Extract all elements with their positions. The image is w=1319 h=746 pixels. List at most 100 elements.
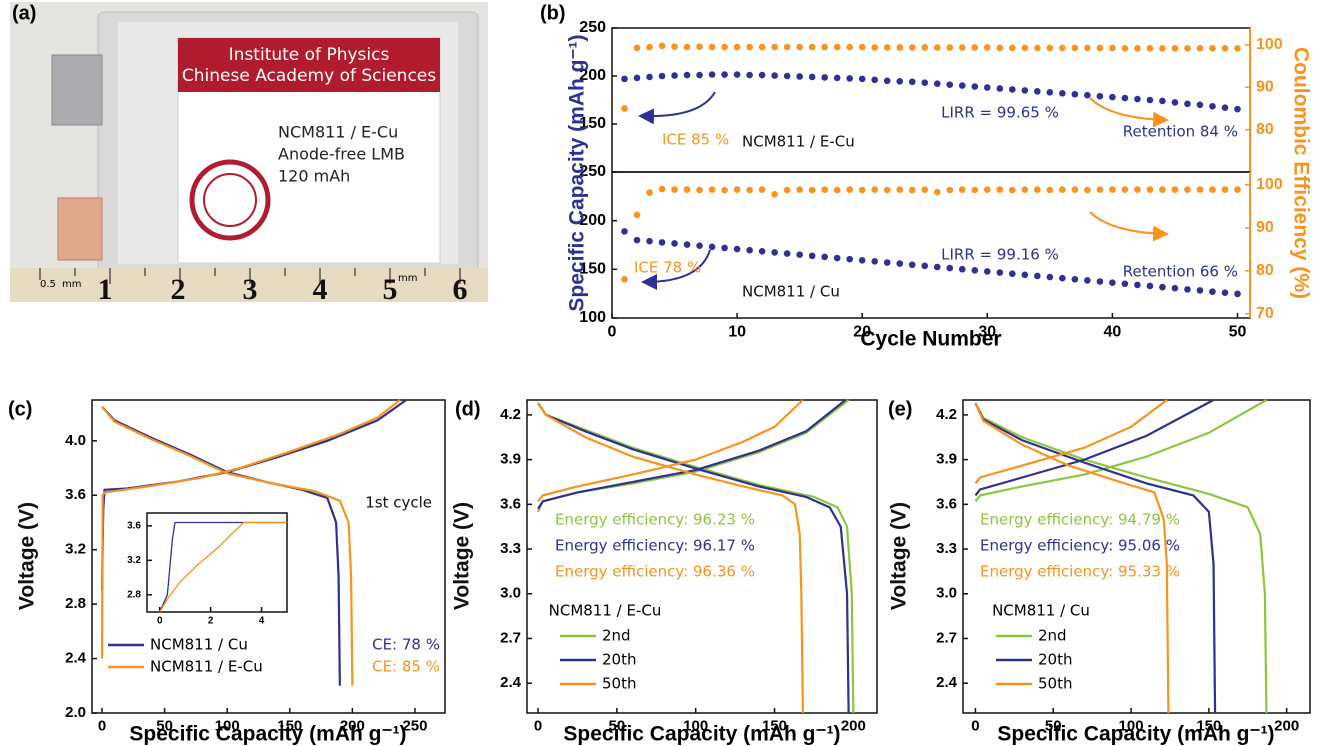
y2-tick-label: 100	[1256, 36, 1283, 53]
data-point	[734, 186, 741, 193]
data-point	[859, 257, 866, 264]
x-tick-label: 200	[841, 717, 866, 734]
data-point	[646, 74, 653, 81]
data-point	[809, 187, 816, 194]
data-point	[1009, 45, 1016, 52]
data-point	[934, 189, 941, 196]
plot-frame	[963, 400, 1310, 713]
data-point	[1097, 186, 1104, 193]
data-point	[709, 186, 716, 193]
data-point	[834, 255, 841, 262]
data-point	[1059, 186, 1066, 193]
y-tick-label: 3.0	[500, 585, 521, 602]
data-point	[1084, 45, 1091, 52]
data-point	[771, 249, 778, 256]
data-point	[884, 78, 891, 85]
x-tick-label: 50	[1229, 324, 1247, 341]
data-point	[784, 187, 791, 194]
figure: Institute of Physics Chinese Academy of …	[0, 0, 1319, 746]
data-point	[1197, 287, 1204, 294]
data-point	[821, 254, 828, 261]
data-point	[721, 71, 728, 78]
data-point	[997, 269, 1004, 276]
y-tick-label: 3.2	[127, 555, 141, 566]
data-point	[871, 44, 878, 51]
series-line	[975, 400, 1266, 713]
data-point	[709, 71, 716, 78]
data-point	[934, 80, 941, 87]
data-point	[1059, 45, 1066, 52]
data-point	[1022, 87, 1029, 94]
data-point	[1109, 279, 1116, 286]
legend-label: 2nd	[1038, 627, 1067, 645]
data-point	[821, 44, 828, 51]
legend-label: NCM811 / Cu	[150, 636, 248, 654]
ruler-number: 1	[98, 273, 113, 306]
x-tick-label: 40	[1103, 324, 1121, 341]
y-axis-title: Voltage (V)	[451, 502, 474, 610]
annotation: NCM811 / Cu	[742, 283, 840, 301]
data-point	[1184, 101, 1191, 108]
panel-label: (a)	[12, 2, 36, 24]
data-point	[997, 85, 1004, 92]
data-point	[1197, 186, 1204, 193]
data-point	[1134, 282, 1141, 289]
data-point	[746, 44, 753, 51]
data-point	[1234, 45, 1241, 52]
annotation: Energy efficiency: 94.79 %	[980, 511, 1180, 529]
data-point	[1109, 186, 1116, 193]
data-point	[1197, 102, 1204, 109]
data-point	[821, 74, 828, 81]
cell-line: 120 mAh	[278, 167, 350, 186]
data-point	[634, 75, 641, 82]
ruler-number: 2	[171, 273, 186, 306]
data-point	[1234, 291, 1241, 298]
data-point	[1059, 275, 1066, 282]
data-point	[1097, 93, 1104, 100]
annotation: LIRR = 99.65 %	[941, 104, 1059, 122]
data-point	[1084, 187, 1091, 194]
data-point	[971, 83, 978, 90]
data-point	[846, 75, 853, 82]
data-point	[771, 72, 778, 79]
data-point	[1034, 45, 1041, 52]
x-axis-title: Specific Capacity (mAh g⁻¹)	[563, 723, 840, 746]
data-point	[946, 81, 953, 88]
sticker-line: Institute of Physics	[229, 45, 390, 65]
data-point	[734, 246, 741, 253]
y-tick-label: 3.6	[936, 495, 957, 512]
x-tick-label: 0	[98, 717, 106, 734]
data-point	[1172, 99, 1179, 106]
data-point	[1034, 273, 1041, 280]
y-tick-label: 3.2	[65, 541, 86, 558]
panel-label: (b)	[540, 2, 566, 24]
data-point	[1009, 86, 1016, 93]
data-point	[734, 71, 741, 78]
data-point	[671, 43, 678, 50]
data-point	[634, 237, 641, 244]
data-point	[1222, 45, 1229, 52]
data-point	[709, 244, 716, 251]
annotation: NCM811 / E-Cu	[742, 133, 855, 151]
data-point	[671, 72, 678, 79]
sticker-line: Chinese Academy of Sciences	[182, 66, 436, 86]
y-axis-title: Specific Capacity (mAh g⁻¹)	[566, 34, 589, 311]
data-point	[684, 72, 691, 79]
data-point	[1072, 186, 1079, 193]
x-tick-label: 0	[534, 717, 542, 734]
data-point	[921, 186, 928, 193]
data-point	[984, 268, 991, 275]
data-point	[871, 186, 878, 193]
data-point	[1147, 45, 1154, 52]
x-tick-label: 2	[208, 616, 214, 627]
data-point	[859, 187, 866, 194]
x-axis-title: Specific Capacity (mAh g⁻¹)	[997, 723, 1274, 746]
annotation: CE: 78 %	[372, 636, 440, 654]
data-point	[1184, 45, 1191, 52]
x-tick-label: 0	[971, 717, 979, 734]
data-point	[1084, 92, 1091, 99]
data-point	[997, 186, 1004, 193]
data-point	[721, 44, 728, 51]
data-point	[684, 44, 691, 51]
data-point	[934, 44, 941, 51]
